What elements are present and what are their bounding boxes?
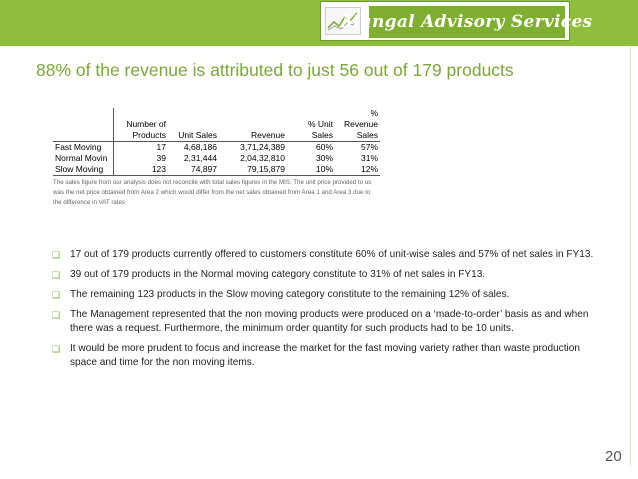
list-item-text: It would be more prudent to focus and in… xyxy=(70,343,581,368)
table-cell: 10% xyxy=(287,164,335,176)
sales-table-block: % Number of % Unit Revenue Products Unit… xyxy=(53,108,380,208)
table-cell: 12% xyxy=(335,164,380,176)
header-cell xyxy=(113,108,168,119)
header-cell xyxy=(168,108,219,119)
table-cell: 3,71,24,389 xyxy=(240,142,285,152)
table-cell: 60% xyxy=(315,142,333,152)
header-bar: Mangal Advisory Services xyxy=(0,0,638,46)
bullet-list: ❑ 17 out of 179 products currently offer… xyxy=(52,248,597,376)
header-cell xyxy=(53,108,114,119)
table-footnote: The sales figure from our analysis does … xyxy=(53,179,372,206)
table-cell: 4,68,186 xyxy=(183,142,217,152)
square-bullet-icon: ❑ xyxy=(52,250,61,260)
list-item: ❑ The remaining 123 products in the Slow… xyxy=(52,288,597,302)
list-item: ❑ 17 out of 179 products currently offer… xyxy=(52,248,597,262)
logo-band: Mangal Advisory Services xyxy=(342,6,592,38)
header-cell xyxy=(287,108,335,119)
header-cell: Sales xyxy=(335,130,380,142)
table-cell: 74,897 xyxy=(168,164,219,176)
list-item-text: 39 out of 179 products in the Normal mov… xyxy=(70,269,486,280)
row-label: Slow Moving xyxy=(53,164,114,176)
row-label: Fast Moving xyxy=(53,141,114,153)
header-cell xyxy=(219,119,287,130)
header-cell: Sales xyxy=(287,130,335,142)
header-cell: Revenue xyxy=(219,130,287,142)
table-cell: 30% xyxy=(315,153,333,163)
table-header-row: % xyxy=(53,108,380,119)
row-label: Normal Movin xyxy=(53,153,114,164)
table-header-row: Products Unit Sales Revenue Sales Sales xyxy=(53,130,380,142)
header-cell: Number of xyxy=(126,119,166,129)
list-item-text: The remaining 123 products in the Slow m… xyxy=(70,289,510,300)
page-title: 88% of the revenue is attributed to just… xyxy=(36,60,514,80)
list-item: ❑ The Management represented that the no… xyxy=(52,308,597,336)
header-cell xyxy=(53,130,114,142)
logo-text: Mangal Advisory Services xyxy=(341,12,593,32)
list-item: ❑ It would be more prudent to focus and … xyxy=(52,342,597,370)
table-row: Slow Moving 123 74,897 79,15,879 10% 12% xyxy=(53,164,380,176)
divider xyxy=(630,46,631,466)
list-item: ❑ 39 out of 179 products in the Normal m… xyxy=(52,268,597,282)
header-cell: % Unit xyxy=(307,119,333,129)
trend-graph-icon xyxy=(325,7,361,35)
table-cell: 2,31,444 xyxy=(183,153,217,163)
list-item-text: 17 out of 179 products currently offered… xyxy=(70,249,594,260)
table-cell: 79,15,879 xyxy=(219,164,287,176)
table-cell: 31% xyxy=(360,153,378,163)
table-cell: 17 xyxy=(156,142,166,152)
header-cell: Unit Sales xyxy=(168,130,219,142)
table-cell: 57% xyxy=(360,142,378,152)
header-cell: Products xyxy=(113,130,168,142)
logo: Mangal Advisory Services xyxy=(320,1,592,41)
sales-table: % Number of % Unit Revenue Products Unit… xyxy=(53,108,380,176)
table-cell: 123 xyxy=(113,164,168,176)
table-cell: 2,04,32,810 xyxy=(240,153,285,163)
table-cell: 39 xyxy=(156,153,166,163)
table-header-row: Number of % Unit Revenue xyxy=(53,119,380,130)
square-bullet-icon: ❑ xyxy=(52,270,61,280)
table-row: Fast Moving 17 4,68,186 3,71,24,389 60% … xyxy=(53,141,380,153)
page-number: 20 xyxy=(605,448,622,465)
header-cell xyxy=(168,119,219,130)
square-bullet-icon: ❑ xyxy=(52,290,61,300)
list-item-text: The Management represented that the non … xyxy=(70,309,589,334)
square-bullet-icon: ❑ xyxy=(52,310,61,320)
header-cell: Revenue xyxy=(343,119,378,129)
square-bullet-icon: ❑ xyxy=(52,344,61,354)
header-cell xyxy=(53,119,114,130)
table-row: Normal Movin 39 2,31,444 2,04,32,810 30%… xyxy=(53,153,380,164)
header-cell xyxy=(219,108,287,119)
header-cell: % xyxy=(370,108,378,118)
